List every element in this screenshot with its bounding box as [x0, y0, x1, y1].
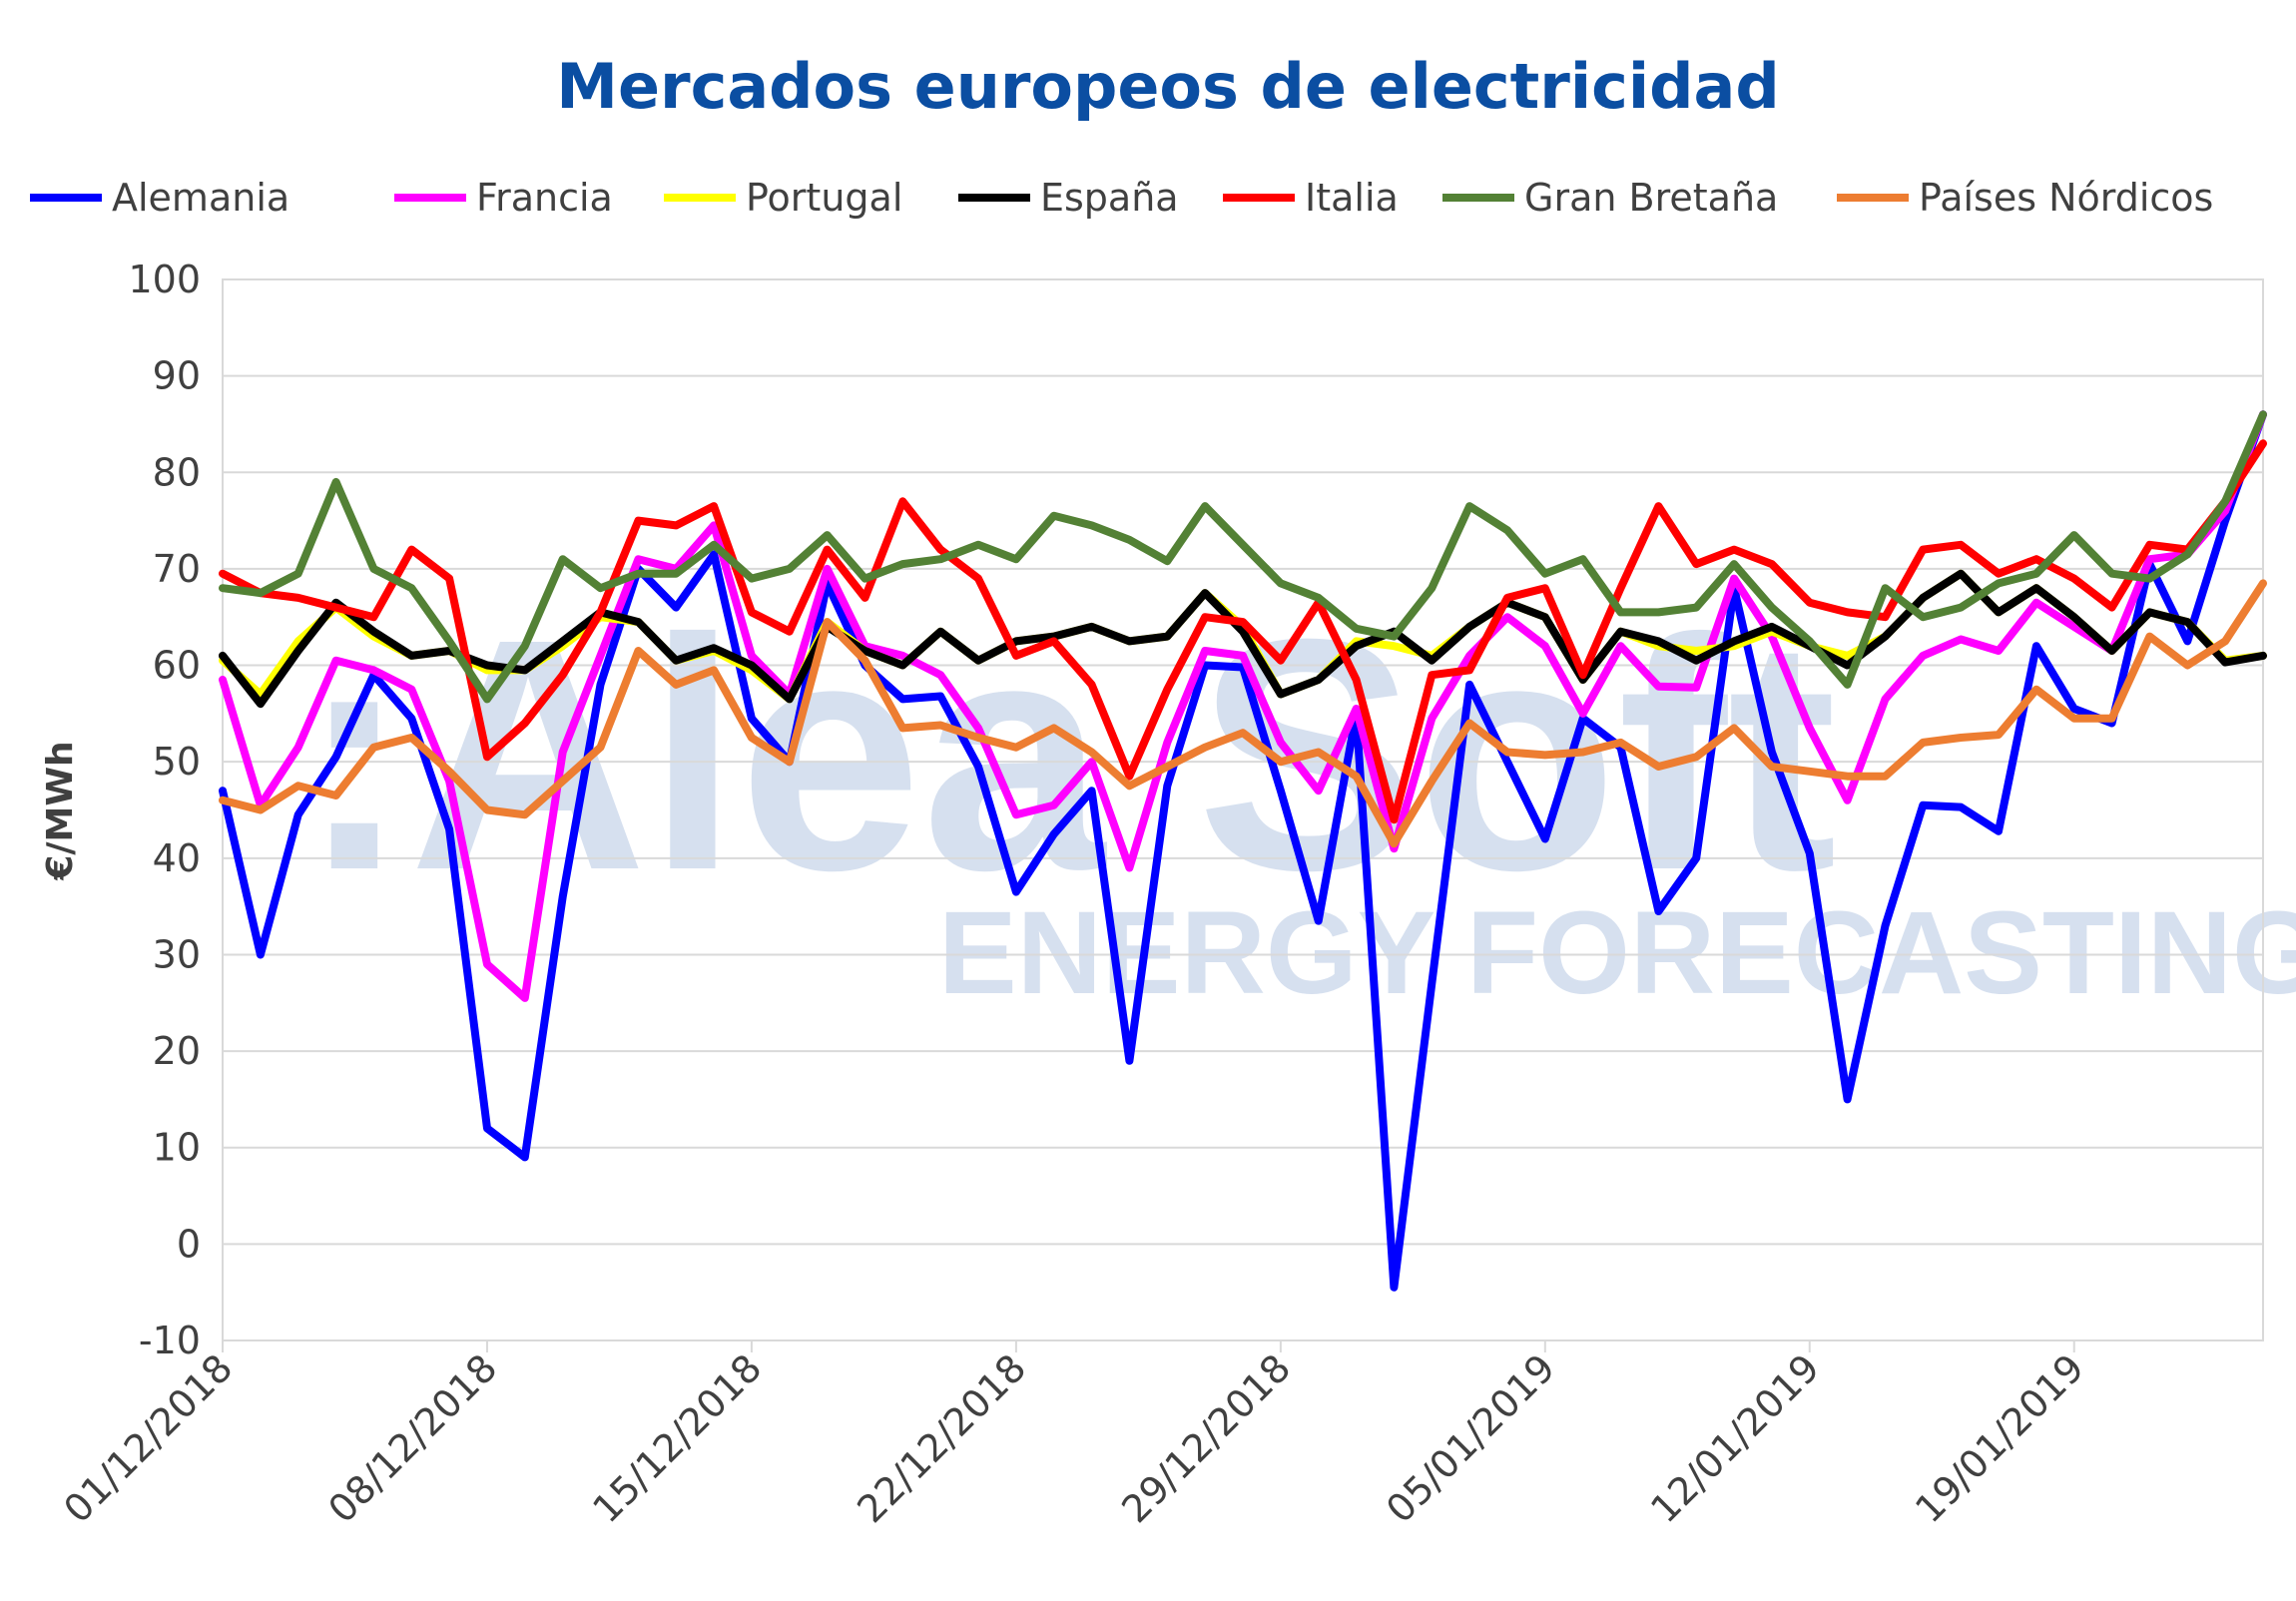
x-tick-label: 29/12/2018 [1113, 1345, 1299, 1531]
legend: Alemania Francia Portugal España Italia Gran … [30, 176, 2213, 220]
x-tick-label: 08/12/2018 [319, 1345, 505, 1531]
legend-label: Italia [1305, 176, 1399, 220]
legend-item: Italia [1223, 176, 1399, 220]
series-line-francia [219, 410, 2267, 1002]
legend-item: Países Nórdicos [1837, 176, 2213, 220]
legend-label: Gran Bretaña [1524, 176, 1778, 220]
legend-item: Francia [394, 176, 613, 220]
series-lines [219, 410, 2267, 1292]
legend-label: Francia [476, 176, 613, 220]
series-line-alemania [219, 410, 2267, 1292]
x-tick-label: 19/01/2019 [1907, 1345, 2092, 1531]
legend-label: España [1040, 176, 1179, 220]
legend-label: Países Nórdicos [1919, 176, 2213, 220]
y-tick-label: 0 [177, 1222, 201, 1266]
legend-item: Portugal [664, 176, 902, 220]
y-tick-label: -10 [139, 1319, 201, 1362]
legend-label: Alemania [112, 176, 289, 220]
series-line-países-nórdicos [219, 579, 2267, 848]
y-tick-label: 70 [153, 547, 201, 591]
x-tick-label: 15/12/2018 [584, 1345, 770, 1531]
series-line-españa [219, 569, 2267, 709]
y-tick-label: 10 [153, 1126, 201, 1170]
y-tick-label: 30 [153, 932, 201, 976]
y-axis-label: €/MWh [40, 741, 81, 880]
y-tick-label: 80 [153, 450, 201, 494]
y-tick-label: 50 [153, 740, 201, 784]
watermark-line2: ENERGY FORECASTING [938, 887, 2296, 1019]
series-line-italia [219, 439, 2267, 824]
legend-item: España [958, 176, 1179, 220]
y-tick-label: 40 [153, 836, 201, 880]
x-tick-label: 12/01/2019 [1642, 1345, 1828, 1531]
chart-title: Mercados europeos de electricidad [556, 50, 1779, 123]
y-tick-label: 100 [128, 258, 201, 301]
y-tick-label: 90 [153, 354, 201, 398]
x-tick-label: 22/12/2018 [849, 1345, 1034, 1531]
legend-item: Gran Bretaña [1442, 176, 1778, 220]
legend-label: Portugal [746, 176, 902, 220]
y-tick-label: 60 [153, 644, 201, 688]
x-tick-label: 05/01/2019 [1378, 1345, 1563, 1531]
x-tick-label: 01/12/2018 [55, 1345, 241, 1531]
series-line-gran-bretaña [219, 410, 2267, 704]
y-tick-label: 20 [153, 1029, 201, 1073]
x-axis: 01/12/2018 08/12/2018 15/12/2018 22/12/2018… [55, 1340, 2092, 1531]
legend-item: Alemania [30, 176, 289, 220]
